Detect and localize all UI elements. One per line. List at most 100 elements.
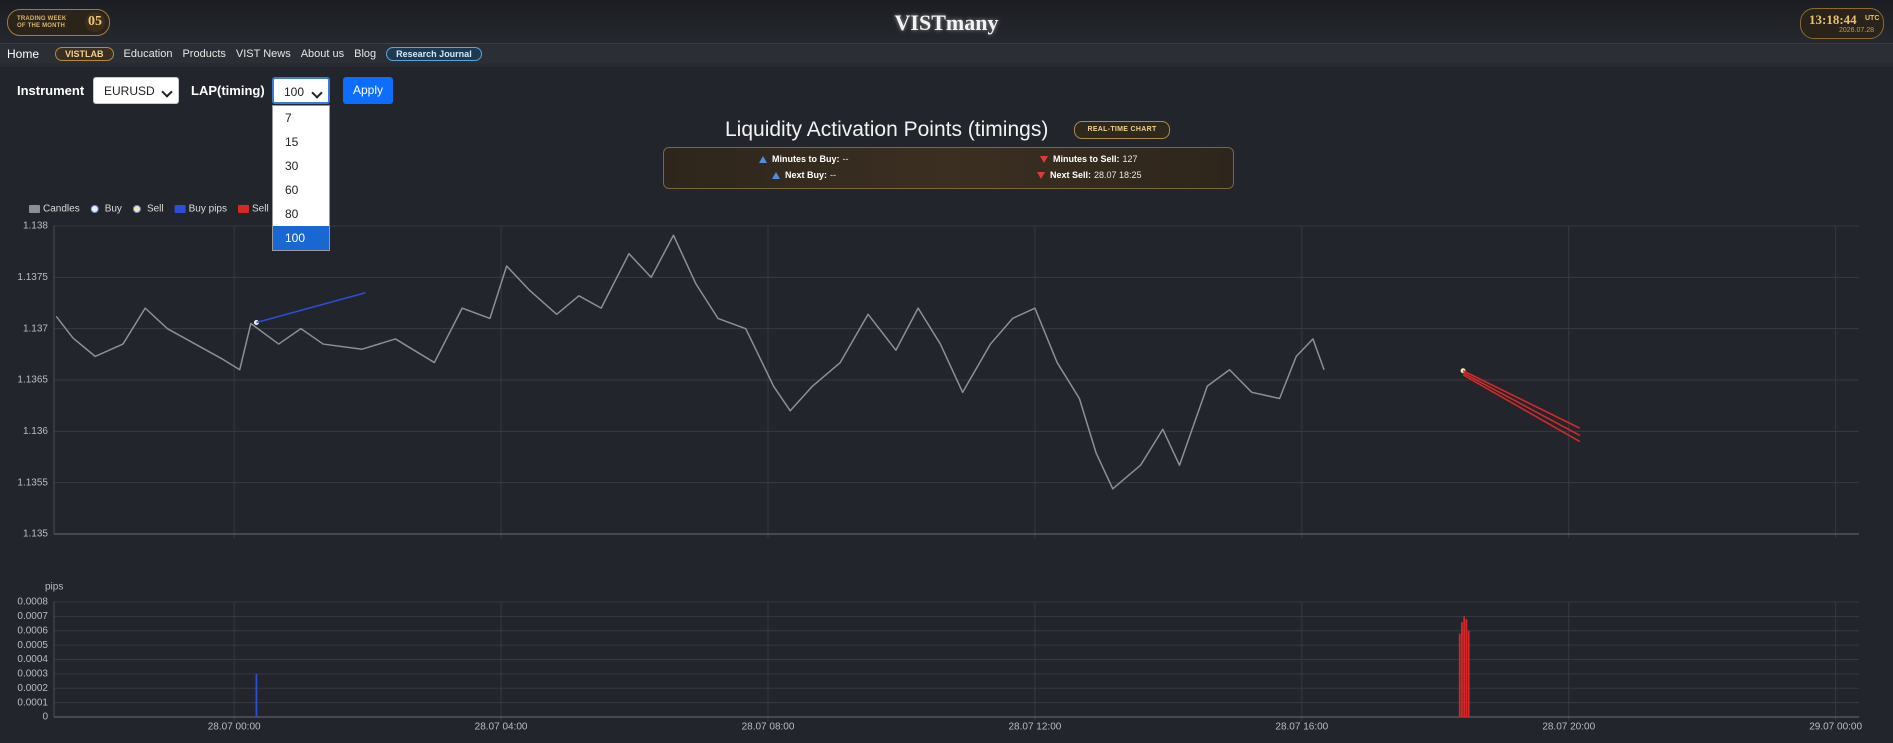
up-icon [759, 156, 767, 163]
select-value: EURUSD [104, 84, 155, 98]
y-axis-label: pips [45, 582, 63, 593]
chevron [311, 87, 323, 99]
legend-marker [90, 205, 99, 213]
down-icon [1040, 156, 1048, 163]
timing-select[interactable]: 100 [272, 77, 330, 104]
y-tick-label: 1.136 [23, 426, 48, 437]
x-tick-label: 28.07 08:00 [742, 722, 795, 733]
signal-value: -- [842, 154, 849, 164]
y-tick-label: 0.0008 [17, 597, 48, 608]
up-icon [772, 172, 780, 179]
y-tick-label: 0.0007 [17, 611, 48, 622]
nav-item[interactable]: VISTLAB [55, 46, 114, 61]
signal-value: 127 [1122, 154, 1138, 164]
signal-label: Minutes to Buy: [772, 154, 840, 164]
dropdown-option[interactable]: 60 [285, 183, 299, 197]
clock-time: 13:18:44 [1809, 12, 1857, 27]
y-tick-label: 0.0005 [17, 640, 48, 651]
signal-value: -- [830, 170, 837, 180]
legend-marker [237, 205, 249, 213]
legend-marker [132, 205, 141, 213]
instrument-select[interactable]: EURUSD [93, 77, 179, 104]
signal-line [1462, 370, 1581, 429]
legend-label: Sell [147, 204, 164, 215]
y-tick-label: 1.135 [23, 529, 48, 540]
price-line [55, 234, 1325, 490]
y-tick-label: 0.0006 [17, 625, 48, 636]
y-tick-label: 0.0003 [17, 669, 48, 680]
apply-button[interactable]: Apply [343, 77, 393, 104]
select-value: 100 [284, 85, 305, 99]
clock-date: 2026.07.28 [1838, 27, 1874, 34]
legend-label: Sell pips [252, 204, 290, 215]
signal-row: Next Sell: 28.07 18:25 [1037, 170, 1142, 180]
y-tick-label: 1.1365 [17, 375, 48, 386]
y-tick-label: 0 [42, 712, 48, 723]
signal-value: 28.07 18:25 [1094, 170, 1142, 180]
legend-label: Candles [43, 204, 80, 215]
badge-line: OF THE MONTH [17, 23, 66, 29]
nav-bar: Home VISTLAB Education Products VIST News Abo… [0, 44, 1893, 63]
y-tick-label: 0.0001 [17, 697, 48, 708]
chevron [161, 86, 173, 98]
signal-line [1462, 372, 1581, 437]
x-tick-label: 28.07 16:00 [1275, 722, 1328, 733]
badge-line: TRADING WEEK [17, 16, 67, 22]
week-badge[interactable]: TRADING WEEK OF THE MONTH 05 [7, 9, 110, 36]
nav-item[interactable]: Products [182, 47, 226, 60]
timing-dropdown: 7 15 30 60 80 100 [272, 105, 330, 251]
dropdown-option[interactable]: 100 [273, 226, 329, 250]
x-tick-label: 28.07 12:00 [1008, 722, 1061, 733]
bar [1463, 616, 1466, 717]
x-tick-label: 28.07 00:00 [208, 722, 261, 733]
legend-marker [174, 205, 186, 213]
clock-zone: UTC [1865, 15, 1880, 22]
y-tick-label: 0.0004 [17, 654, 48, 665]
bar [1467, 630, 1470, 717]
timing-label: LAP(timing) [191, 83, 265, 98]
site-title[interactable]: VISTmany [894, 10, 999, 35]
signal-line [1462, 374, 1581, 443]
bar [1461, 622, 1463, 717]
signal-label: Next Buy: [785, 170, 828, 180]
y-tick-label: 1.1355 [17, 477, 48, 488]
nav-item[interactable]: Blog [354, 47, 377, 60]
bar [1458, 633, 1461, 717]
nav-item[interactable]: Home [7, 46, 40, 61]
legend-label: Buy pips [189, 204, 227, 215]
dropdown-option[interactable]: 30 [285, 159, 299, 173]
badge-number: 05 [85, 12, 105, 32]
instrument-label: Instrument [17, 83, 85, 98]
nav-item[interactable]: Education [123, 47, 173, 60]
signal-label: Minutes to Sell: [1053, 154, 1120, 164]
signal-row: Minutes to Sell: 127 [1040, 154, 1138, 164]
legend-label: Buy [105, 204, 122, 215]
clock: 13:18:44 UTC 2026.07.28 [1800, 8, 1884, 39]
bar [255, 673, 258, 717]
nav-item[interactable]: Research Journal [386, 46, 482, 61]
down-icon [1037, 172, 1045, 179]
chart-badge: REAL-TIME CHART [1074, 121, 1170, 139]
dropdown-option[interactable]: 80 [285, 207, 299, 221]
x-tick-label: 28.07 20:00 [1542, 722, 1595, 733]
y-tick-label: 1.137 [23, 323, 48, 334]
signal-line [256, 291, 366, 324]
nav-item[interactable]: VIST News [235, 47, 291, 60]
separator [0, 63, 1893, 67]
x-tick-label: 28.07 04:00 [475, 722, 528, 733]
chart-title: Liquidity Activation Points (timings) [725, 118, 1049, 141]
nav-item[interactable]: About us [300, 47, 345, 60]
x-tick-label: 29.07 00:00 [1809, 722, 1862, 733]
y-tick-label: 1.1375 [17, 272, 48, 283]
dropdown-option[interactable]: 15 [285, 135, 299, 149]
signal-row: Minutes to Buy: -- [759, 154, 849, 164]
signal-label: Next Sell: [1050, 170, 1092, 180]
signal-box: Minutes to Buy: -- Next Buy: -- Minutes to… [663, 147, 1234, 189]
dropdown-option[interactable]: 7 [285, 111, 292, 125]
legend-marker [29, 205, 40, 213]
header: TRADING WEEK OF THE MONTH 05 VISTmany 13… [0, 0, 1893, 44]
bar [1465, 619, 1468, 717]
signal-row: Next Buy: -- [772, 170, 836, 180]
